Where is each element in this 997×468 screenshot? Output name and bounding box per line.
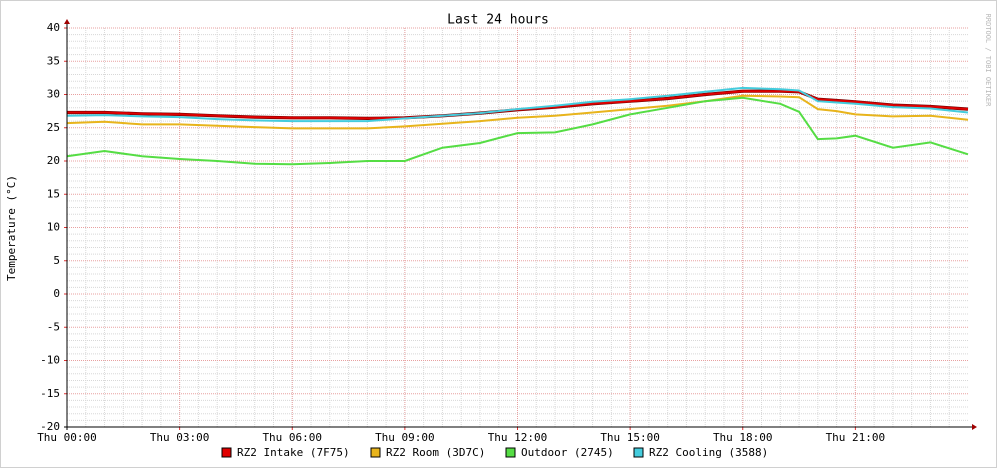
x-tick-label: Thu 15:00 xyxy=(600,431,660,444)
y-tick-label: 20 xyxy=(47,154,60,167)
watermark: RRDTOOL / TOBI OETIKER xyxy=(984,14,992,108)
y-tick-label: 15 xyxy=(47,187,60,200)
y-tick-label: 25 xyxy=(47,121,60,134)
series-line xyxy=(66,94,969,130)
legend: RZ2 Intake (7F75) RZ2 Room (3D7C) Outdoor … xyxy=(221,446,768,459)
y-tick-label: 40 xyxy=(47,21,60,34)
y-tick-label: -15 xyxy=(40,387,60,400)
y-tick-label: 35 xyxy=(47,54,60,67)
series-line xyxy=(66,96,969,166)
legend-label: RZ2 Intake (7F75) xyxy=(237,446,350,459)
chart-title: Last 24 hours xyxy=(447,13,549,28)
legend-label: RZ2 Cooling (3588) xyxy=(649,446,768,459)
legend-label: RZ2 Room (3D7C) xyxy=(386,446,485,459)
x-tick-label: Thu 03:00 xyxy=(150,431,210,444)
series-line xyxy=(67,90,969,120)
y-axis-arrow xyxy=(64,19,70,24)
x-tick-label: Thu 18:00 xyxy=(713,431,773,444)
x-tick-label: Thu 21:00 xyxy=(826,431,886,444)
legend-swatch xyxy=(370,447,381,458)
legend-swatch xyxy=(221,447,232,458)
x-axis-arrow xyxy=(972,424,977,430)
x-tick-label: Thu 12:00 xyxy=(488,431,548,444)
y-tick-label: -10 xyxy=(40,354,60,367)
y-axis-label: Temperature (°C) xyxy=(5,175,18,281)
y-tick-label: 10 xyxy=(47,221,60,234)
legend-swatch xyxy=(633,447,644,458)
y-tick-label: -20 xyxy=(40,420,60,433)
y-tick-label: 0 xyxy=(53,287,60,300)
y-tick-label: -5 xyxy=(47,320,60,333)
series-line xyxy=(66,86,969,123)
legend-swatch xyxy=(505,447,516,458)
x-tick-label: Thu 06:00 xyxy=(262,431,322,444)
x-tick-label: Thu 00:00 xyxy=(37,431,97,444)
y-tick-label: 5 xyxy=(53,254,60,267)
x-tick-label: Thu 09:00 xyxy=(375,431,435,444)
plot xyxy=(66,86,969,166)
y-tick-label: 30 xyxy=(47,88,60,101)
legend-label: Outdoor (2745) xyxy=(521,446,614,459)
